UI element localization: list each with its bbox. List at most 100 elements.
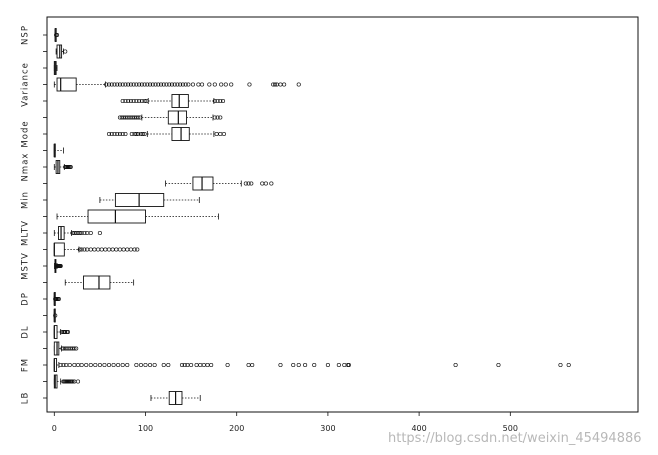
outlier-point xyxy=(110,247,115,252)
outlier-point xyxy=(54,32,60,38)
outlier-point xyxy=(115,82,120,87)
outlier-point xyxy=(269,181,274,186)
outlier-point xyxy=(61,362,66,368)
plot-frame xyxy=(46,16,639,413)
outlier-point xyxy=(88,362,93,368)
outlier-point xyxy=(120,131,125,137)
outlier-point xyxy=(325,362,330,368)
outlier-point xyxy=(342,362,347,368)
watermark: https://blog.csdn.net/weixin_45494886 xyxy=(388,431,642,446)
outlier-point xyxy=(123,98,128,104)
outlier-point xyxy=(496,362,501,368)
outlier-point xyxy=(102,362,107,368)
y-tick-label: Variance xyxy=(21,62,31,107)
x-tick-label: 0 xyxy=(52,424,57,433)
y-tick-label: Mode xyxy=(21,120,31,147)
outlier-point xyxy=(123,131,128,137)
outlier-point xyxy=(219,82,224,87)
outlier-point xyxy=(179,362,185,368)
outlier-point xyxy=(209,362,214,368)
outlier-point xyxy=(145,82,150,87)
y-tick-label: MLTV xyxy=(21,220,31,246)
outlier-point xyxy=(144,98,149,104)
outlier-point xyxy=(120,98,125,104)
outlier-point xyxy=(166,362,171,368)
outlier-point xyxy=(128,98,133,104)
plot-layer xyxy=(53,28,571,405)
box-row xyxy=(53,308,58,323)
outlier-point xyxy=(142,82,147,87)
outlier-point xyxy=(189,362,194,368)
outlier-point xyxy=(106,362,112,368)
outlier-point xyxy=(111,362,116,368)
y-tick-label: DP xyxy=(21,292,31,306)
x-tick-label: 500 xyxy=(503,424,518,433)
outlier-point xyxy=(72,362,77,368)
outlier-point xyxy=(96,247,101,252)
outlier-point xyxy=(67,362,72,368)
outlier-point xyxy=(114,247,119,252)
box xyxy=(192,176,214,191)
outlier-point xyxy=(56,296,61,302)
outlier-point xyxy=(117,131,123,137)
box-row xyxy=(53,143,64,158)
outlier-point xyxy=(117,247,123,252)
outlier-point xyxy=(79,247,84,252)
y-tick-label: MSTV xyxy=(21,252,31,280)
outlier-point xyxy=(65,329,71,335)
outlier-point xyxy=(220,98,226,104)
outlier-point xyxy=(303,362,308,368)
outlier-point xyxy=(172,82,177,87)
outlier-point xyxy=(150,82,155,87)
outlier-point xyxy=(136,131,141,137)
outlier-point xyxy=(134,82,139,87)
outlier-point xyxy=(249,181,254,186)
box-row xyxy=(53,358,571,372)
outlier-point xyxy=(296,362,301,368)
outlier-point xyxy=(139,82,144,87)
outlier-point xyxy=(212,115,217,120)
outlier-point xyxy=(75,379,81,384)
outlier-point xyxy=(212,98,217,104)
box-row xyxy=(53,160,73,174)
outlier-point xyxy=(72,346,77,351)
outlier-point xyxy=(116,362,121,368)
outlier-point xyxy=(99,247,104,252)
outlier-point xyxy=(134,131,139,137)
outlier-point xyxy=(243,181,248,186)
y-tick-label: FM xyxy=(21,358,31,372)
outlier-point xyxy=(196,82,201,87)
outlier-point xyxy=(148,82,153,87)
outlier-point xyxy=(218,131,223,137)
outlier-point xyxy=(152,362,157,368)
x-tick-label: 400 xyxy=(411,424,426,433)
outlier-point xyxy=(104,82,109,87)
outlier-point xyxy=(97,362,102,368)
outlier-point xyxy=(215,115,220,120)
outlier-point xyxy=(175,82,180,87)
outlier-point xyxy=(103,247,108,252)
x-tick-label: 100 xyxy=(138,424,153,433)
outlier-point xyxy=(53,313,58,318)
outlier-point xyxy=(79,230,84,236)
outlier-point xyxy=(106,131,112,137)
outlier-point xyxy=(221,131,226,137)
box-row xyxy=(56,209,219,224)
x-tick-label: 300 xyxy=(320,424,335,433)
box-row xyxy=(53,61,58,75)
box-row xyxy=(53,325,71,339)
box-row xyxy=(55,44,68,59)
box-row xyxy=(53,242,140,257)
box-row xyxy=(117,110,223,125)
outlier-point xyxy=(129,131,134,137)
outlier-point xyxy=(68,164,73,170)
outlier-point xyxy=(63,49,68,54)
outlier-point xyxy=(92,247,97,252)
outlier-point xyxy=(143,362,148,368)
outlier-point xyxy=(139,98,144,104)
y-tick-label: Nmax xyxy=(21,153,31,182)
outlier-point xyxy=(93,362,98,368)
box-row xyxy=(99,193,200,207)
outlier-point xyxy=(126,82,131,87)
outlier-point xyxy=(126,98,131,104)
